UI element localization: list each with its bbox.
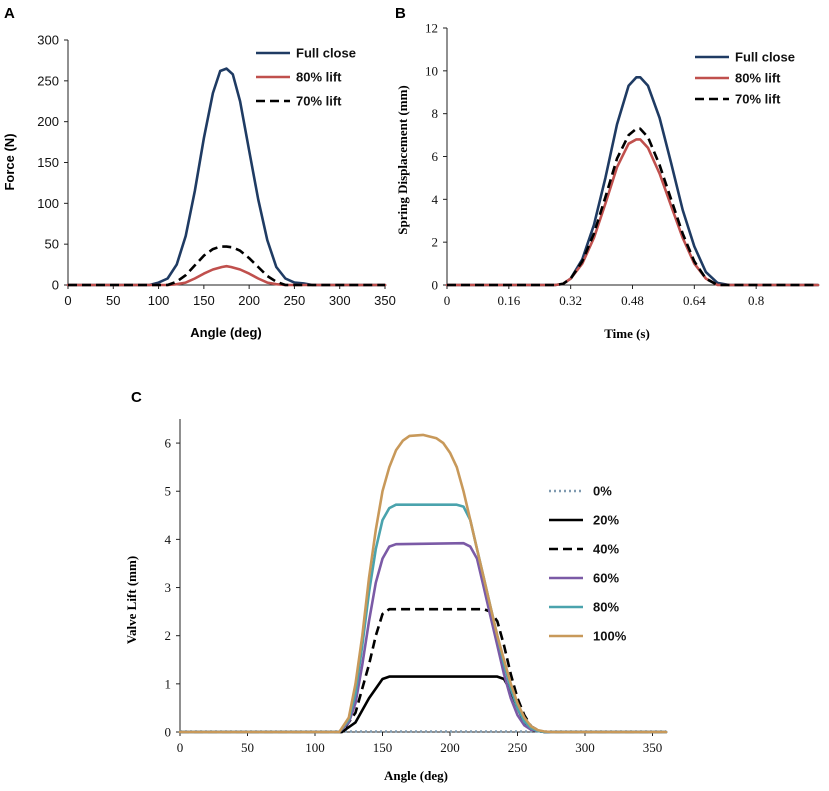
- panel-c: C Angle (deg) Valve Lift (mm) 0 50 100 150 2…: [124, 389, 668, 783]
- x-tick-label: 200: [440, 740, 460, 755]
- panel-c-plot: 0 50 100 150 200 250 300 35001234560%20%40%60%8…: [165, 419, 668, 755]
- series-line-20: [178, 675, 668, 734]
- x-tick-label: 350: [643, 740, 663, 755]
- legend-label: 70% lift: [735, 92, 781, 107]
- legend-label: 0%: [593, 484, 612, 499]
- panel-b: B Time (s) Spring Displacement (mm) 0 0.1…: [395, 5, 820, 341]
- y-tick-label: 1: [165, 676, 172, 691]
- x-tick-label: 100: [148, 293, 170, 308]
- panel-c-xlabel: Angle (deg): [384, 768, 448, 783]
- x-tick-label: 200: [238, 293, 260, 308]
- y-tick-label: 6: [432, 149, 439, 164]
- legend-label: 20%: [593, 513, 619, 528]
- panel-a-plot: 0 50 100 150 200 250 300 350 0 50 100 150 200 250 300 F…: [37, 33, 396, 309]
- y-tick-label: 8: [432, 106, 439, 121]
- panel-a-ylabel: Force (N): [2, 133, 17, 190]
- panel-b-ylabel: Spring Displacement (mm): [395, 85, 410, 235]
- y-tick-label: 100: [37, 196, 59, 211]
- x-tick-label: 0: [64, 293, 71, 308]
- panel-c-letter: C: [131, 389, 142, 406]
- series-line-full-close: [66, 67, 387, 287]
- series-line-full-close: [445, 76, 820, 287]
- series-line-70-lift: [68, 245, 385, 287]
- panel-b-xlabel: Time (s): [604, 326, 650, 341]
- panel-b-plot: 0 0.16 0.32 0.48 0.64 0.8 0 2 4 6 8 10 12 Full close 8…: [425, 21, 820, 308]
- x-tick-label: 150: [193, 293, 215, 308]
- x-tick-label: 350: [374, 293, 396, 308]
- y-tick-label: 2: [432, 235, 439, 250]
- y-tick-label: 300: [37, 33, 59, 48]
- x-tick-label: 250: [284, 293, 306, 308]
- legend-label: Full close: [735, 50, 795, 65]
- series-line-100: [178, 433, 668, 734]
- y-tick-label: 10: [425, 63, 438, 78]
- x-tick-label: 0.32: [559, 293, 582, 308]
- y-tick-label: 6: [165, 436, 172, 451]
- y-tick-label: 3: [165, 580, 172, 595]
- legend-label: 100%: [593, 629, 627, 644]
- legend-label: 80% lift: [735, 71, 781, 86]
- legend-label: 80% lift: [296, 70, 342, 85]
- x-tick-label: 300: [329, 293, 351, 308]
- x-tick-label: 0.64: [683, 293, 706, 308]
- x-tick-label: 0: [177, 740, 184, 755]
- panel-a-letter: A: [4, 5, 15, 22]
- series-line-80-lift: [66, 264, 387, 287]
- legend-label: 40%: [593, 542, 619, 557]
- series-line-80-lift: [445, 138, 820, 287]
- y-tick-label: 150: [37, 155, 59, 170]
- legend: Full close 80% lift 70% lift: [256, 46, 356, 109]
- y-tick-label: 250: [37, 73, 59, 88]
- panel-c-ylabel: Valve Lift (mm): [124, 556, 139, 644]
- x-tick-label: 0: [444, 293, 451, 308]
- x-tick-label: 150: [373, 740, 393, 755]
- legend-label: Full close: [296, 46, 356, 61]
- y-tick-label: 0: [432, 278, 439, 293]
- x-tick-label: 250: [508, 740, 528, 755]
- legend: Full close 80% lift 70% lift: [695, 50, 795, 107]
- series-line-70-lift: [447, 127, 818, 287]
- legend: 0% 20% 40% 60% 80% 100%: [549, 484, 627, 644]
- legend-label: 80%: [593, 600, 619, 615]
- y-tick-label: 50: [45, 237, 59, 252]
- series-line-60: [178, 541, 668, 734]
- panel-b-letter: B: [395, 5, 406, 22]
- y-tick-label: 5: [165, 484, 172, 499]
- x-tick-label: 0.16: [497, 293, 520, 308]
- panel-a-xlabel: Angle (deg): [190, 325, 262, 340]
- x-tick-label: 50: [106, 293, 120, 308]
- x-tick-label: 50: [241, 740, 254, 755]
- legend-label: 70% lift: [296, 94, 342, 109]
- x-tick-label: 0.48: [621, 293, 644, 308]
- series-line-80: [178, 503, 668, 734]
- y-tick-label: 12: [425, 21, 438, 36]
- y-tick-label: 200: [37, 114, 59, 129]
- panel-a: A Angle (deg) Force (N) 0 50 100 150 200 250 3…: [2, 5, 396, 340]
- y-tick-label: 0: [52, 278, 59, 293]
- y-tick-label: 2: [165, 628, 172, 643]
- x-tick-label: 100: [305, 740, 325, 755]
- y-tick-label: 4: [165, 532, 172, 547]
- y-tick-label: 4: [432, 192, 439, 207]
- x-tick-label: 300: [575, 740, 595, 755]
- legend-label: 60%: [593, 571, 619, 586]
- x-tick-label: 0.8: [748, 293, 764, 308]
- y-tick-label: 0: [165, 725, 172, 740]
